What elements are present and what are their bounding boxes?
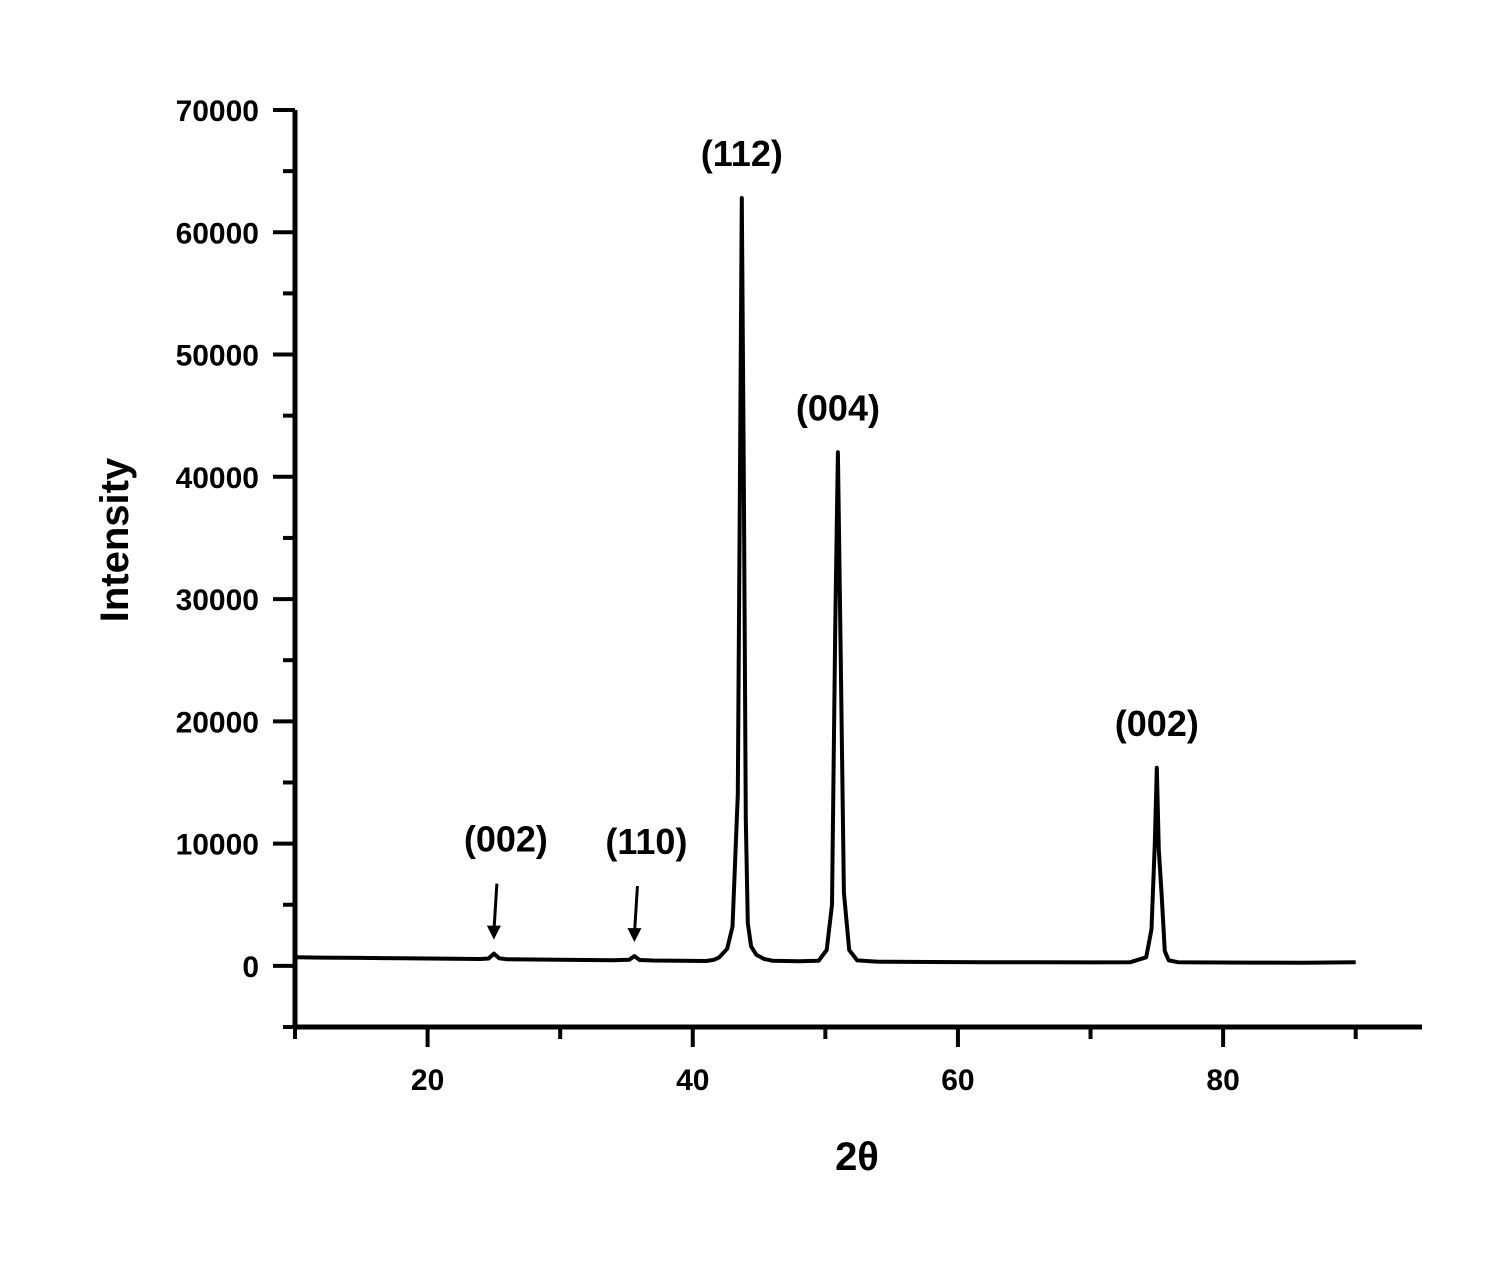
y-tick-label: 10000 (176, 829, 259, 862)
peak-label: (002) (464, 819, 548, 860)
y-tick-label: 0 (242, 951, 259, 984)
y-tick-label: 70000 (176, 95, 259, 128)
x-tick-label: 20 (411, 1064, 444, 1097)
x-tick-label: 40 (676, 1064, 709, 1097)
y-tick-label: 20000 (176, 706, 259, 739)
annotation-arrow-head (486, 925, 501, 940)
plot-area (294, 196, 1356, 965)
xrd-pattern-line (294, 196, 1356, 965)
axes (292, 110, 1422, 1030)
y-tick-label: 40000 (176, 462, 259, 495)
annotation-arrow-shaft (632, 885, 639, 935)
y-tick-label: 60000 (176, 217, 259, 250)
ticks: 0 10000 20000 30000 40000 50000 60000 70000 20 40… (176, 95, 1358, 1097)
x-tick-label: 80 (1206, 1064, 1239, 1097)
peak-label: (004) (796, 387, 880, 428)
annotation-arrow-shaft (492, 883, 499, 932)
y-tick-label: 50000 (176, 340, 259, 373)
annotation-arrow-head (627, 928, 642, 943)
x-tick-label: 60 (941, 1064, 974, 1097)
y-axis-title: Intensity (93, 457, 137, 622)
peak-label: (112) (701, 133, 783, 174)
annotations: (112) (004) (002) (002) (110) (464, 133, 1199, 943)
x-axis-title: 2θ (835, 1135, 879, 1179)
peak-label: (002) (1115, 703, 1199, 744)
peak-label: (110) (605, 821, 687, 862)
y-tick-label: 30000 (176, 584, 259, 617)
